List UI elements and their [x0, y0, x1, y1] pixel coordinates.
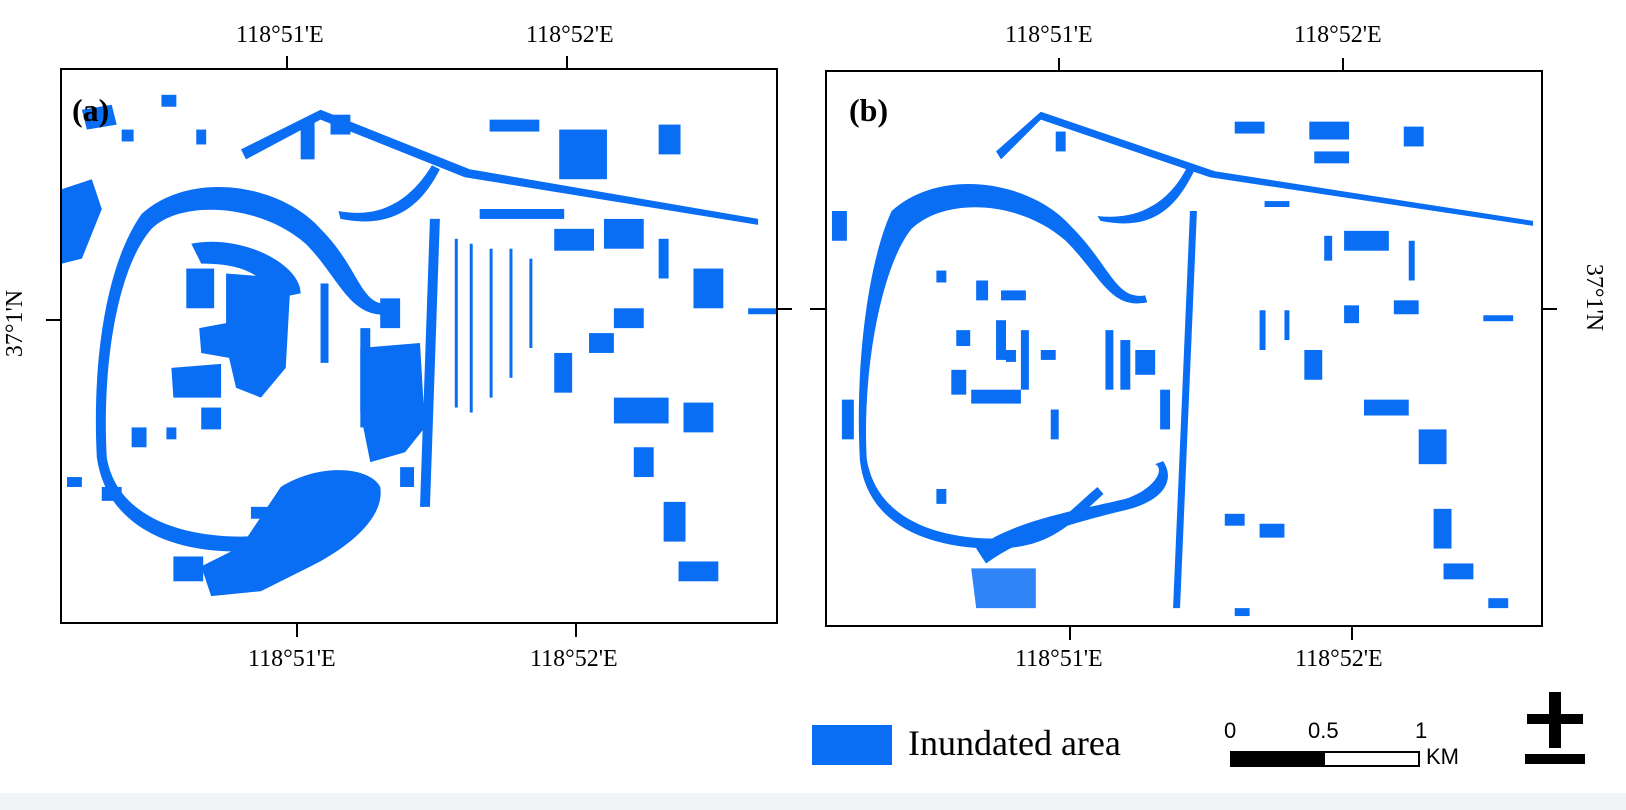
inundation-map-a [62, 94, 776, 597]
scale-unit: KM [1426, 744, 1459, 769]
map-panel-b: (b) [825, 70, 1543, 627]
map-panel-a: (a) [60, 68, 778, 624]
lat-tick-left-b [810, 308, 825, 310]
lon-label-bottom-b-2: 118°52'E [1295, 646, 1383, 672]
tick-top-a-2 [566, 56, 568, 69]
tick-top-b-1 [1058, 58, 1060, 71]
lon-label-top-a-2: 118°52'E [526, 22, 614, 48]
tick-top-a-1 [286, 56, 288, 69]
legend-label-inundated: Inundated area [908, 723, 1121, 763]
legend-swatch-inundated [812, 725, 892, 765]
north-arrow-icon [1525, 692, 1585, 764]
scale-tick-1: 1 [1415, 718, 1428, 743]
scale-tick-0-5: 0.5 [1308, 718, 1339, 743]
lon-label-top-a-1: 118°51'E [236, 22, 324, 48]
tick-bottom-a-2 [575, 624, 577, 637]
tick-bottom-b-2 [1351, 627, 1353, 640]
lon-label-top-b-1: 118°51'E [1005, 22, 1093, 48]
lon-label-top-b-2: 118°52'E [1294, 22, 1382, 48]
footer-strip [0, 793, 1626, 810]
lat-label-right: 37°1'N [1581, 263, 1608, 332]
scale-tick-0: 0 [1224, 718, 1237, 743]
lat-tick-right-b [1543, 308, 1557, 310]
panel-label-a: (a) [72, 92, 110, 128]
inundation-map-b [831, 111, 1534, 617]
scale-bar-black-segment [1232, 753, 1325, 765]
lat-tick-right-a [778, 308, 792, 310]
scale-bar [1230, 751, 1420, 767]
panel-label-b: (b) [849, 92, 889, 128]
lon-label-bottom-b-1: 118°51'E [1015, 646, 1103, 672]
scale-bar-white-segment [1325, 753, 1418, 765]
tick-bottom-a-1 [296, 624, 298, 637]
lon-label-bottom-a-2: 118°52'E [530, 646, 618, 672]
tick-top-b-2 [1342, 58, 1344, 71]
lon-label-bottom-a-1: 118°51'E [248, 646, 336, 672]
lat-tick-left-a [46, 319, 60, 321]
tick-bottom-b-1 [1069, 627, 1071, 640]
lat-label-left: 37°1'N [2, 289, 29, 358]
